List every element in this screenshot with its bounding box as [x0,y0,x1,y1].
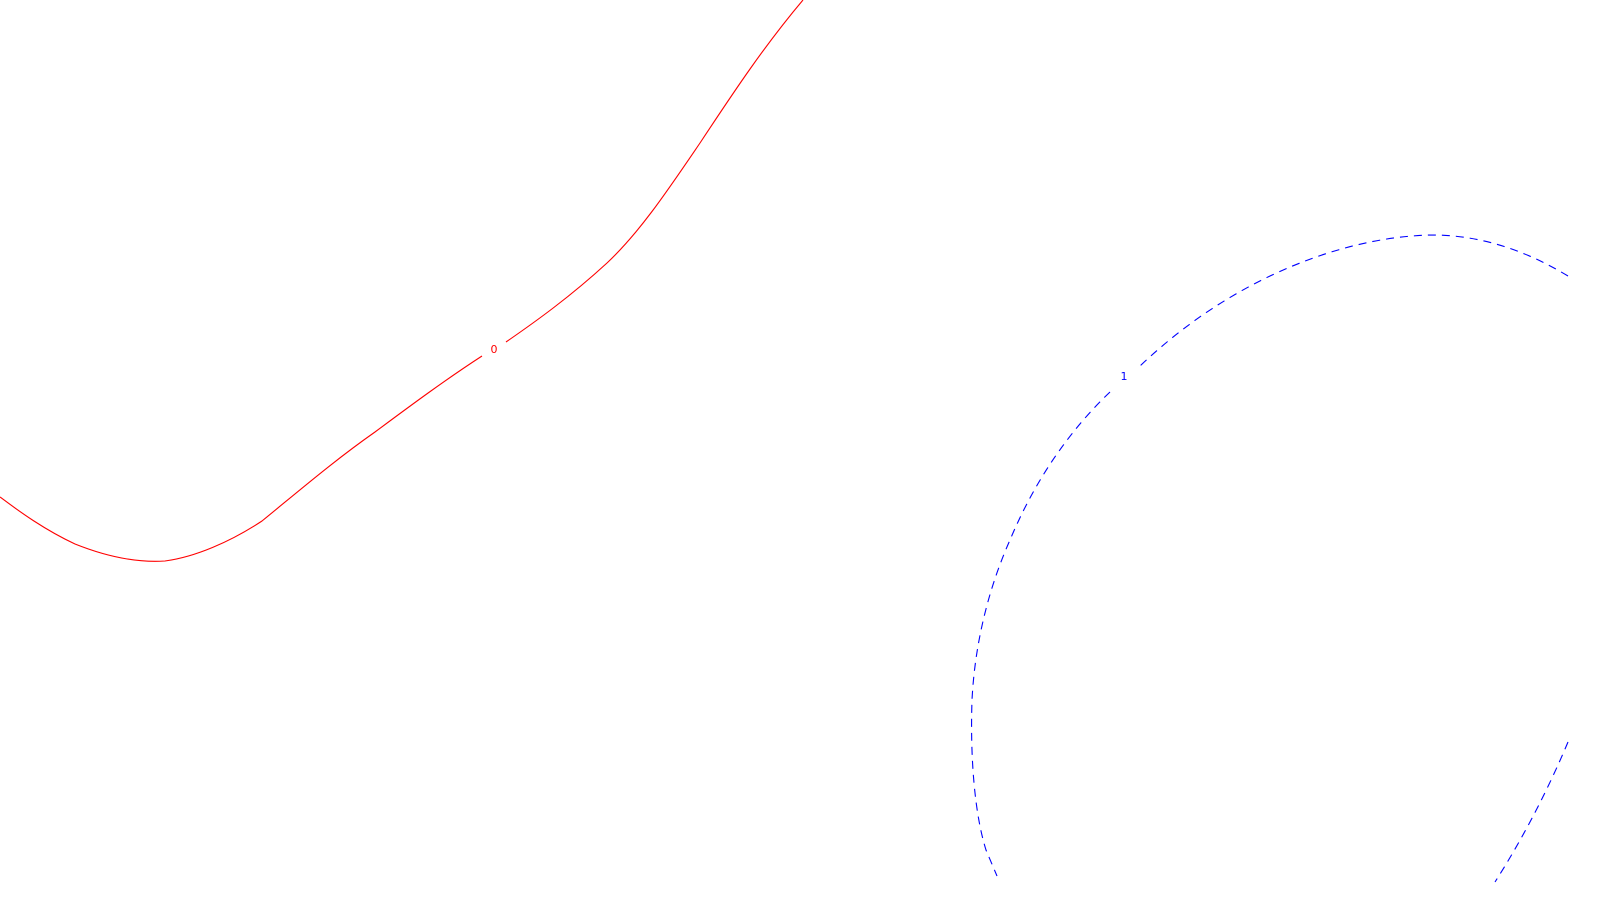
contour-label-1: 1 [1121,370,1128,383]
contour-level-0: 0 [0,0,804,562]
contour-label-0: 0 [491,343,498,356]
contour-line-1 [971,234,1569,883]
contour-level-1: 1 [971,234,1569,883]
contour-line-0 [0,0,804,562]
